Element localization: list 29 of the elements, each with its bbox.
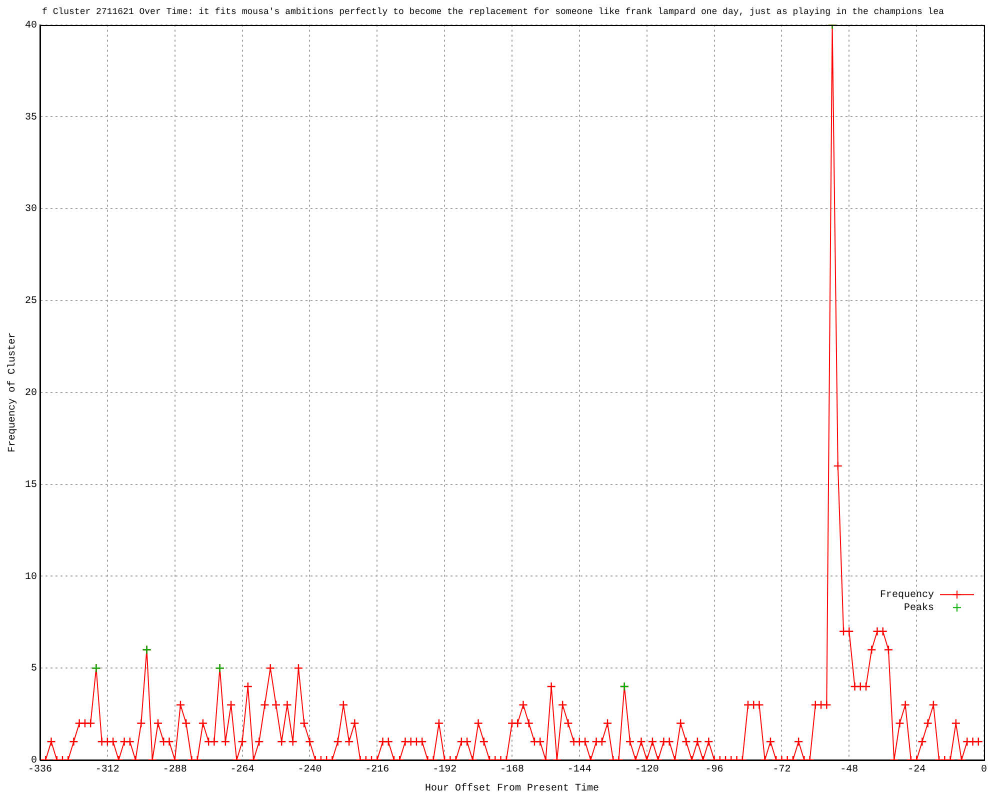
y-tick-label: 15 [24, 480, 37, 491]
y-tick-label: 20 [24, 388, 37, 400]
y-tick-label: 10 [24, 572, 37, 583]
x-axis-title: Hour Offset From Present Time [424, 782, 600, 795]
legend-label: Frequency [880, 590, 934, 602]
y-axis-title: Frequency of Cluster [6, 332, 19, 452]
y-tick-label: 30 [24, 204, 37, 216]
y-tick-label: 40 [24, 20, 37, 32]
legend-label: Peaks [904, 602, 934, 614]
x-tick-label: -312 [95, 764, 120, 776]
x-tick-label: 0 [980, 764, 988, 776]
x-tick-label: -216 [365, 764, 390, 776]
x-tick-label: -192 [432, 764, 457, 776]
x-tick-label: -288 [162, 764, 187, 776]
chart-title: f Cluster 2711621 Over Time: it fits mousa's ambitions perfectly to become the replacement for someone like frank lampard one day, just as playing in the champions lea [42, 6, 945, 17]
x-tick-label: -120 [634, 764, 659, 776]
x-tick-label: -72 [772, 764, 791, 776]
y-tick-label: 5 [30, 664, 37, 675]
x-tick-label: -144 [567, 764, 592, 776]
x-tick-label: -336 [28, 764, 52, 776]
x-tick-label: -96 [705, 764, 724, 776]
x-tick-label: -168 [500, 764, 524, 776]
x-tick-label: -264 [230, 764, 254, 776]
x-tick-label: -24 [908, 764, 926, 776]
y-tick-label: 35 [24, 112, 37, 124]
y-tick-label: 0 [30, 756, 37, 767]
x-tick-label: -240 [298, 764, 322, 776]
x-tick-label: -48 [840, 764, 858, 776]
y-tick-label: 25 [24, 296, 37, 308]
